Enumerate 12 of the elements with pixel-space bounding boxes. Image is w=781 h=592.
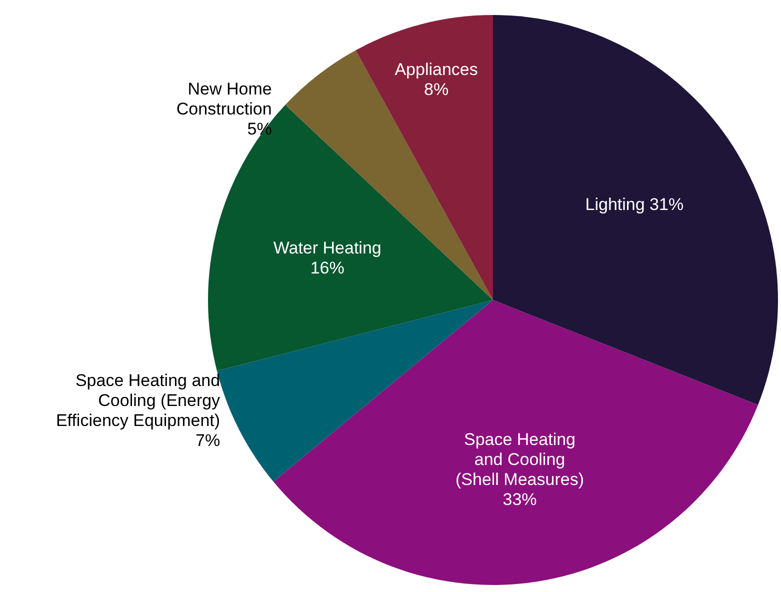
data-label: 7% [195, 430, 220, 450]
data-label: 8% [424, 80, 449, 100]
slice-label: Space Heating and Cooling (Shell Measures) [456, 430, 584, 489]
slice-label: Appliances [394, 60, 478, 80]
data-label: 33% [502, 490, 537, 509]
data-label: 16% [310, 258, 344, 278]
pie-slice [273, 300, 758, 585]
pie-slice [493, 15, 778, 405]
slice-label: Lighting 31% [585, 194, 684, 214]
slice-label: Space Heating and Cooling (Energy Efficiency Equipment) [56, 370, 221, 430]
slice-label: New Home Construction [176, 80, 272, 119]
slice-label: Water Heating [273, 238, 382, 258]
